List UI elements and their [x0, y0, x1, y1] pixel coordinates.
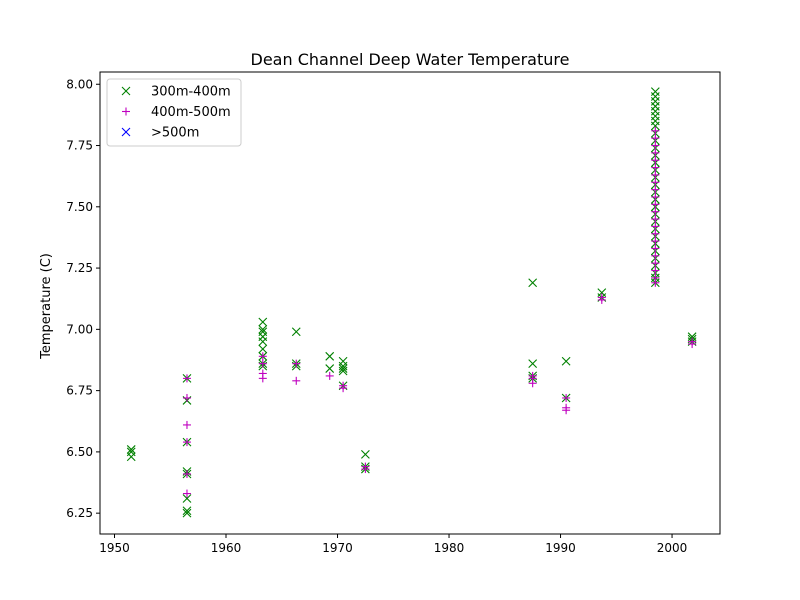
axis-ticks: 1950 1960 1970 1980 1990 2000 6.25 6.50 6.75 7.00…	[66, 77, 687, 555]
data-point	[258, 359, 267, 368]
y-tick-label: 7.75	[66, 139, 93, 153]
legend-marker	[121, 127, 131, 137]
data-point	[651, 148, 660, 157]
data-point	[338, 364, 348, 373]
data-point	[688, 340, 697, 349]
y-tick-label: 8.00	[66, 77, 93, 91]
x-tick-label: 1990	[545, 541, 576, 555]
data-point	[258, 337, 268, 346]
series-2	[182, 126, 697, 498]
data-point	[651, 278, 660, 287]
data-point	[339, 384, 348, 393]
data-point	[361, 449, 370, 459]
data-point	[650, 121, 660, 131]
data-point	[182, 494, 192, 503]
data-point	[651, 185, 660, 194]
data-point	[561, 356, 571, 366]
x-tick-label: 1950	[99, 541, 130, 555]
data-point	[597, 295, 606, 304]
plot-area	[126, 87, 697, 518]
data-point	[325, 351, 335, 361]
data-point	[291, 327, 301, 337]
data-point	[182, 374, 191, 383]
y-tick-label: 7.50	[66, 200, 93, 214]
data-point	[182, 508, 192, 518]
data-point	[651, 222, 660, 231]
x-tick-label: 1980	[434, 541, 465, 555]
data-point	[651, 156, 660, 165]
x-tick-label: 1970	[322, 541, 353, 555]
data-point	[651, 163, 660, 172]
data-point	[325, 371, 334, 380]
data-point	[182, 506, 192, 516]
y-tick-label: 7.25	[66, 261, 93, 275]
data-point	[651, 244, 660, 253]
data-point	[651, 215, 660, 224]
data-point	[562, 406, 571, 415]
y-tick-label: 6.75	[66, 384, 93, 398]
data-point	[182, 393, 191, 402]
data-point	[325, 364, 335, 373]
axes-frame	[99, 71, 721, 535]
data-point	[562, 393, 571, 402]
data-point	[651, 141, 660, 150]
legend-marker	[121, 86, 131, 96]
data-point	[292, 359, 301, 368]
y-tick-label: 6.50	[66, 445, 93, 459]
data-point	[651, 207, 660, 216]
data-point	[651, 237, 660, 246]
y-tick-label: 6.25	[66, 506, 93, 520]
data-point	[258, 317, 268, 327]
data-point	[651, 200, 660, 209]
data-point	[182, 489, 191, 498]
data-point	[258, 344, 268, 354]
data-point	[651, 259, 660, 268]
x-tick-label: 2000	[657, 541, 688, 555]
legend-label: 300m-400m	[151, 85, 231, 100]
data-point	[651, 229, 660, 238]
legend-marker	[122, 107, 130, 116]
data-point	[126, 445, 136, 454]
y-tick-label: 7.00	[66, 322, 93, 336]
data-point	[528, 278, 538, 288]
data-point	[182, 438, 191, 447]
data-point	[338, 366, 348, 376]
data-point	[258, 324, 268, 334]
data-point	[292, 376, 301, 385]
legend-frame	[106, 78, 242, 147]
data-point	[528, 359, 538, 369]
y-axis-label: Temperature (C)	[39, 253, 54, 360]
data-point	[258, 374, 267, 383]
data-point	[651, 170, 660, 179]
data-point	[651, 251, 660, 260]
data-point	[126, 452, 136, 462]
x-tick-label: 1960	[211, 541, 242, 555]
legend-label: >500m	[151, 126, 199, 141]
data-point	[651, 126, 660, 135]
legend-label: 400m-500m	[151, 105, 231, 120]
data-point	[258, 352, 267, 361]
data-point	[182, 469, 191, 478]
data-point	[528, 379, 537, 388]
data-point	[651, 178, 660, 187]
data-point	[651, 266, 660, 275]
data-point	[651, 192, 660, 201]
legend: 300m-400m 400m-500m >500m	[106, 78, 242, 147]
data-point	[361, 465, 370, 474]
data-point	[182, 420, 191, 429]
chart-title: Dean Channel Deep Water Temperature	[251, 50, 570, 69]
data-point	[651, 134, 660, 143]
